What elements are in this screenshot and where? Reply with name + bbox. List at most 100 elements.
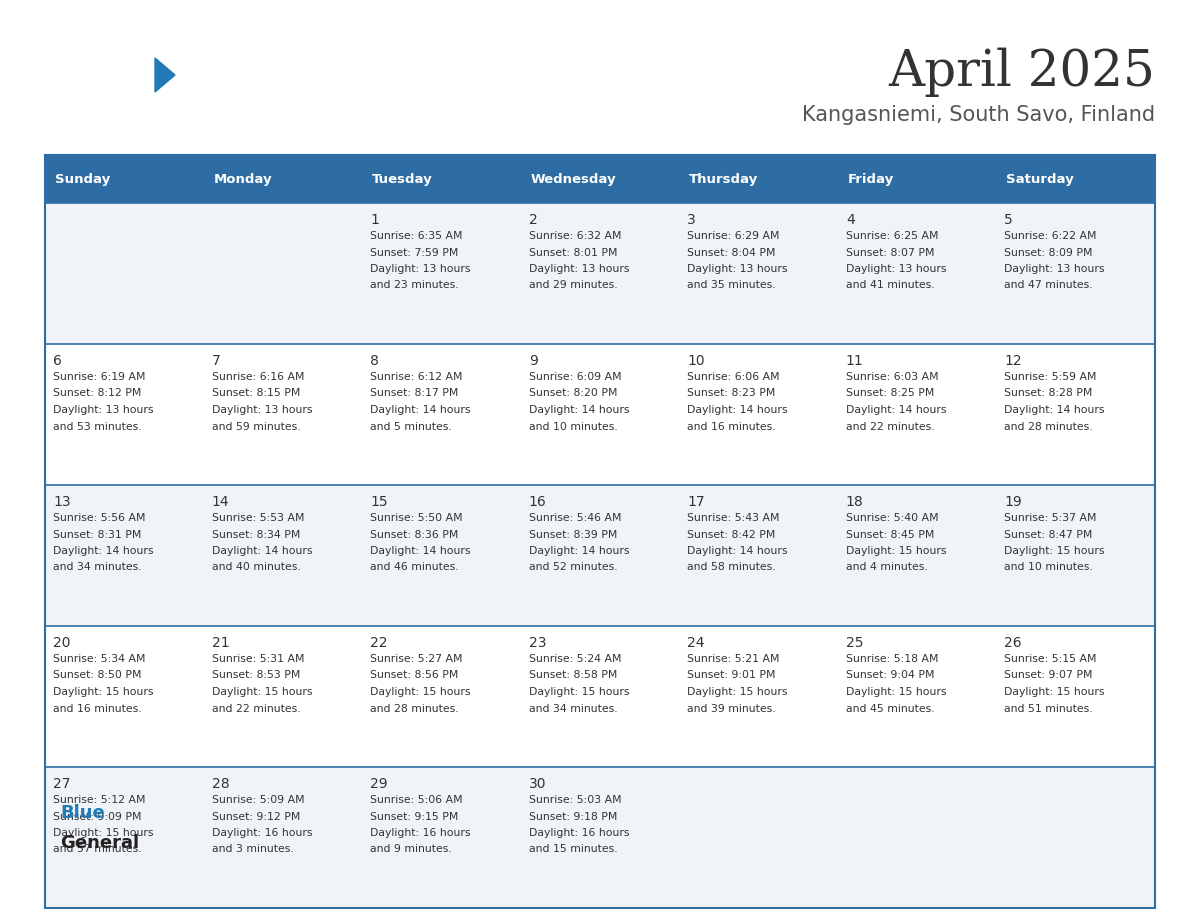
Text: Sunrise: 6:03 AM: Sunrise: 6:03 AM: [846, 372, 939, 382]
Text: 9: 9: [529, 354, 538, 368]
Text: Sunrise: 5:27 AM: Sunrise: 5:27 AM: [371, 654, 462, 664]
Bar: [45, 155, 1155, 908]
Text: Daylight: 14 hours: Daylight: 14 hours: [846, 405, 947, 415]
Text: Sunset: 8:04 PM: Sunset: 8:04 PM: [688, 248, 776, 258]
Bar: [520, 155, 680, 203]
Text: Sunset: 9:12 PM: Sunset: 9:12 PM: [211, 812, 299, 822]
Text: 6: 6: [53, 354, 62, 368]
Text: 15: 15: [371, 495, 387, 509]
Text: Daylight: 15 hours: Daylight: 15 hours: [53, 687, 153, 697]
Text: Sunset: 9:15 PM: Sunset: 9:15 PM: [371, 812, 459, 822]
Text: and 39 minutes.: and 39 minutes.: [688, 703, 776, 713]
Bar: [45, 485, 1155, 626]
Text: Tuesday: Tuesday: [372, 173, 432, 185]
Text: and 45 minutes.: and 45 minutes.: [846, 703, 935, 713]
Text: April 2025: April 2025: [889, 47, 1155, 96]
Text: Sunrise: 6:22 AM: Sunrise: 6:22 AM: [1004, 231, 1097, 241]
Bar: [45, 203, 1155, 344]
Bar: [838, 155, 997, 203]
Text: Sunset: 7:59 PM: Sunset: 7:59 PM: [371, 248, 459, 258]
Text: Daylight: 13 hours: Daylight: 13 hours: [529, 264, 630, 274]
Text: Daylight: 15 hours: Daylight: 15 hours: [846, 546, 947, 556]
Text: 12: 12: [1004, 354, 1022, 368]
Text: and 15 minutes.: and 15 minutes.: [529, 845, 618, 855]
Text: Blue: Blue: [61, 804, 105, 822]
Text: Sunset: 8:07 PM: Sunset: 8:07 PM: [846, 248, 934, 258]
Text: Sunset: 8:36 PM: Sunset: 8:36 PM: [371, 530, 459, 540]
Text: and 3 minutes.: and 3 minutes.: [211, 845, 293, 855]
Bar: [203, 155, 362, 203]
Text: Sunrise: 5:09 AM: Sunrise: 5:09 AM: [211, 795, 304, 805]
Text: 14: 14: [211, 495, 229, 509]
Text: Friday: Friday: [848, 173, 895, 185]
Text: Daylight: 15 hours: Daylight: 15 hours: [211, 687, 312, 697]
Text: Sunrise: 5:34 AM: Sunrise: 5:34 AM: [53, 654, 145, 664]
Text: Daylight: 13 hours: Daylight: 13 hours: [688, 264, 788, 274]
Text: Sunrise: 6:29 AM: Sunrise: 6:29 AM: [688, 231, 779, 241]
Text: Daylight: 15 hours: Daylight: 15 hours: [1004, 546, 1105, 556]
Text: Sunset: 8:17 PM: Sunset: 8:17 PM: [371, 388, 459, 398]
Text: Sunrise: 5:46 AM: Sunrise: 5:46 AM: [529, 513, 621, 523]
Text: and 16 minutes.: and 16 minutes.: [688, 421, 776, 431]
Text: Sunrise: 5:24 AM: Sunrise: 5:24 AM: [529, 654, 621, 664]
Text: 17: 17: [688, 495, 704, 509]
Text: and 46 minutes.: and 46 minutes.: [371, 563, 459, 573]
Text: Daylight: 14 hours: Daylight: 14 hours: [53, 546, 153, 556]
Text: 16: 16: [529, 495, 546, 509]
Text: and 51 minutes.: and 51 minutes.: [1004, 703, 1093, 713]
Text: Sunday: Sunday: [55, 173, 110, 185]
Text: Sunset: 8:20 PM: Sunset: 8:20 PM: [529, 388, 618, 398]
Text: Daylight: 14 hours: Daylight: 14 hours: [211, 546, 312, 556]
Text: Sunrise: 5:18 AM: Sunrise: 5:18 AM: [846, 654, 939, 664]
Text: Sunset: 8:47 PM: Sunset: 8:47 PM: [1004, 530, 1093, 540]
Text: Daylight: 15 hours: Daylight: 15 hours: [371, 687, 470, 697]
Text: Daylight: 15 hours: Daylight: 15 hours: [846, 687, 947, 697]
Text: and 47 minutes.: and 47 minutes.: [1004, 281, 1093, 290]
Text: and 23 minutes.: and 23 minutes.: [371, 281, 459, 290]
Text: 26: 26: [1004, 636, 1022, 650]
Bar: [680, 155, 838, 203]
Text: Sunset: 8:15 PM: Sunset: 8:15 PM: [211, 388, 299, 398]
Text: Sunset: 9:01 PM: Sunset: 9:01 PM: [688, 670, 776, 680]
Text: Daylight: 14 hours: Daylight: 14 hours: [529, 405, 630, 415]
Text: and 57 minutes.: and 57 minutes.: [53, 845, 141, 855]
Text: Sunset: 8:12 PM: Sunset: 8:12 PM: [53, 388, 141, 398]
Polygon shape: [154, 58, 175, 92]
Text: 19: 19: [1004, 495, 1022, 509]
Text: and 34 minutes.: and 34 minutes.: [53, 563, 141, 573]
Text: Sunset: 8:39 PM: Sunset: 8:39 PM: [529, 530, 617, 540]
Text: 29: 29: [371, 777, 387, 791]
Text: Daylight: 14 hours: Daylight: 14 hours: [529, 546, 630, 556]
Text: Sunrise: 6:19 AM: Sunrise: 6:19 AM: [53, 372, 145, 382]
Text: Sunset: 9:04 PM: Sunset: 9:04 PM: [846, 670, 934, 680]
Text: 21: 21: [211, 636, 229, 650]
Text: Sunrise: 5:12 AM: Sunrise: 5:12 AM: [53, 795, 145, 805]
Text: Sunrise: 5:43 AM: Sunrise: 5:43 AM: [688, 513, 779, 523]
Text: Daylight: 14 hours: Daylight: 14 hours: [371, 405, 470, 415]
Text: and 10 minutes.: and 10 minutes.: [529, 421, 618, 431]
Text: Sunrise: 6:09 AM: Sunrise: 6:09 AM: [529, 372, 621, 382]
Text: Daylight: 16 hours: Daylight: 16 hours: [211, 828, 312, 838]
Text: Sunset: 8:58 PM: Sunset: 8:58 PM: [529, 670, 617, 680]
Text: and 35 minutes.: and 35 minutes.: [688, 281, 776, 290]
Text: 11: 11: [846, 354, 864, 368]
Text: 20: 20: [53, 636, 70, 650]
Text: and 28 minutes.: and 28 minutes.: [1004, 421, 1093, 431]
Text: and 22 minutes.: and 22 minutes.: [211, 703, 301, 713]
Text: Sunset: 8:45 PM: Sunset: 8:45 PM: [846, 530, 934, 540]
Text: and 9 minutes.: and 9 minutes.: [371, 845, 451, 855]
Text: 3: 3: [688, 213, 696, 227]
Text: Daylight: 14 hours: Daylight: 14 hours: [1004, 405, 1105, 415]
Bar: [45, 155, 203, 203]
Text: and 22 minutes.: and 22 minutes.: [846, 421, 935, 431]
Text: Sunset: 8:34 PM: Sunset: 8:34 PM: [211, 530, 299, 540]
Text: Sunrise: 5:31 AM: Sunrise: 5:31 AM: [211, 654, 304, 664]
Text: Daylight: 13 hours: Daylight: 13 hours: [211, 405, 312, 415]
Text: 5: 5: [1004, 213, 1013, 227]
Text: Kangasniemi, South Savo, Finland: Kangasniemi, South Savo, Finland: [802, 105, 1155, 125]
Bar: [45, 767, 1155, 908]
Bar: [997, 155, 1155, 203]
Text: Sunset: 8:25 PM: Sunset: 8:25 PM: [846, 388, 934, 398]
Text: and 53 minutes.: and 53 minutes.: [53, 421, 141, 431]
Text: Sunrise: 5:15 AM: Sunrise: 5:15 AM: [1004, 654, 1097, 664]
